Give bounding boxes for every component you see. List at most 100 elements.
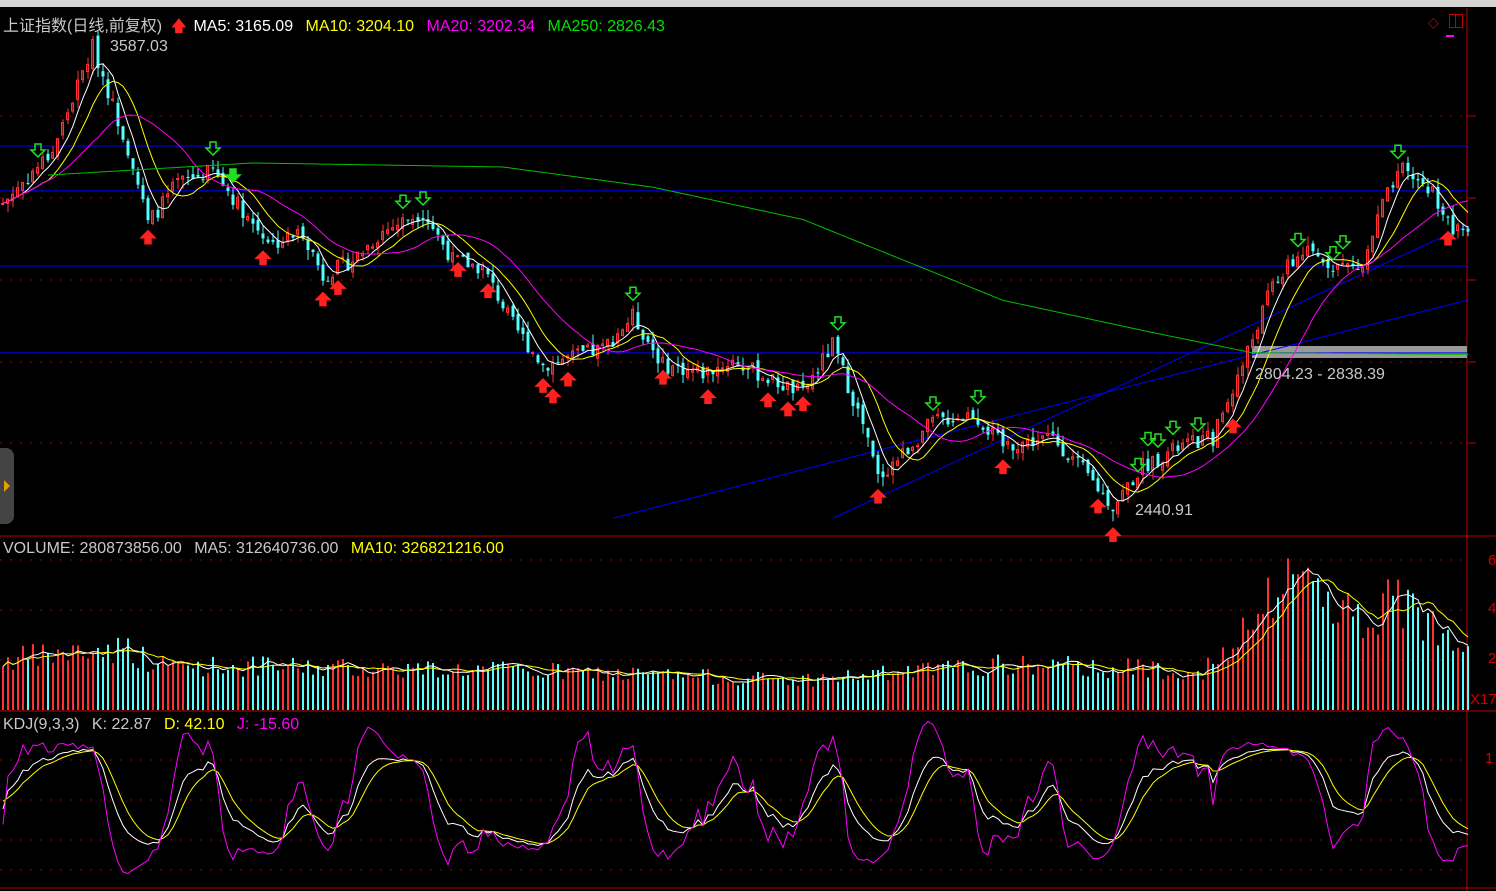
sell-signal-arrow-icon <box>969 389 987 405</box>
candle <box>21 182 24 191</box>
candle <box>1331 270 1335 272</box>
sell-signal-arrow-icon <box>924 396 942 412</box>
sell-signal-arrow-icon <box>1139 431 1157 447</box>
candle <box>441 235 445 245</box>
candle <box>386 229 389 234</box>
candle <box>1291 259 1295 266</box>
candle <box>161 196 164 218</box>
buy-signal-arrow-icon <box>1224 418 1242 434</box>
candle <box>1426 186 1430 194</box>
candle <box>786 381 789 390</box>
candle <box>491 273 495 283</box>
volume-tick: 6 <box>1488 552 1496 569</box>
candle <box>701 366 705 379</box>
kdj-d: D: 42.10 <box>163 716 225 733</box>
buy-signal-arrow-icon <box>654 369 672 385</box>
diamond-icon[interactable]: ◇ <box>1428 14 1439 30</box>
candle <box>631 308 634 326</box>
candle <box>1171 443 1174 451</box>
candle <box>191 174 195 179</box>
candle <box>781 386 785 391</box>
candle <box>221 172 225 186</box>
candle <box>691 369 694 373</box>
candle <box>431 223 435 229</box>
candle <box>546 367 550 371</box>
candle <box>446 240 450 260</box>
candle <box>846 366 850 394</box>
candle <box>1306 245 1309 257</box>
buy-signal-arrow-icon <box>779 401 797 417</box>
candle <box>1391 185 1395 188</box>
sell-signal-arrow-icon <box>394 194 412 210</box>
candle <box>816 372 820 374</box>
indicator-mark <box>1446 35 1454 37</box>
candle <box>211 167 215 169</box>
candle <box>331 276 334 286</box>
candle <box>251 218 255 224</box>
candle <box>981 427 985 430</box>
candle <box>946 417 950 425</box>
candle <box>791 380 795 394</box>
ma250-line <box>47 162 1469 355</box>
candle <box>501 301 505 309</box>
trend-line <box>832 224 1469 519</box>
kdj-d-line <box>2 749 1469 844</box>
candle <box>1401 162 1404 174</box>
candle <box>1396 171 1399 188</box>
candle <box>1131 482 1135 486</box>
candle <box>921 430 924 443</box>
ma10-legend: MA10: 3204.10 <box>305 18 415 35</box>
candle <box>931 416 934 423</box>
kdj-j-line <box>2 720 1469 875</box>
candle <box>11 193 14 202</box>
candle <box>941 412 945 417</box>
candle <box>646 336 650 342</box>
candle <box>686 368 689 379</box>
candle <box>466 252 470 268</box>
candle <box>1266 290 1269 306</box>
candle <box>391 227 394 231</box>
candle <box>1351 263 1355 266</box>
candle <box>861 404 865 425</box>
buy-signal-arrow-icon <box>449 262 467 277</box>
candle <box>651 339 655 351</box>
candle <box>346 258 350 271</box>
candle <box>36 166 39 174</box>
candle <box>526 331 530 353</box>
candle <box>336 260 339 275</box>
candle <box>821 353 824 371</box>
candle <box>746 368 750 370</box>
candle <box>721 367 724 370</box>
candle <box>46 153 50 161</box>
side-panel-toggle[interactable] <box>0 448 14 524</box>
volume-ma10-line <box>2 579 1469 681</box>
band-label: 2804.23 - 2838.39 <box>1255 366 1385 383</box>
candle <box>1116 501 1119 515</box>
candle <box>1406 162 1410 172</box>
candle <box>376 242 379 249</box>
candle <box>1416 179 1420 181</box>
candle <box>226 187 230 191</box>
candle <box>1386 187 1389 202</box>
candle <box>31 170 34 183</box>
candle <box>71 102 74 112</box>
candle <box>661 356 664 363</box>
candle <box>1051 431 1055 436</box>
candle <box>1226 402 1229 412</box>
candle <box>421 218 425 220</box>
buy-signal-arrow-icon <box>314 291 332 307</box>
candle <box>471 263 474 267</box>
buy-signal-arrow-icon <box>559 371 577 387</box>
candle <box>596 344 599 359</box>
candle <box>1411 174 1415 180</box>
sell-signal-arrow-icon <box>1334 235 1352 250</box>
layout-toggle-icon[interactable] <box>1449 14 1463 28</box>
candle <box>831 337 834 357</box>
candle <box>371 246 374 249</box>
candle <box>951 420 955 423</box>
candle <box>96 35 100 69</box>
candle <box>61 122 64 136</box>
buy-signal-arrow-icon <box>254 250 272 266</box>
candle <box>1231 393 1234 407</box>
